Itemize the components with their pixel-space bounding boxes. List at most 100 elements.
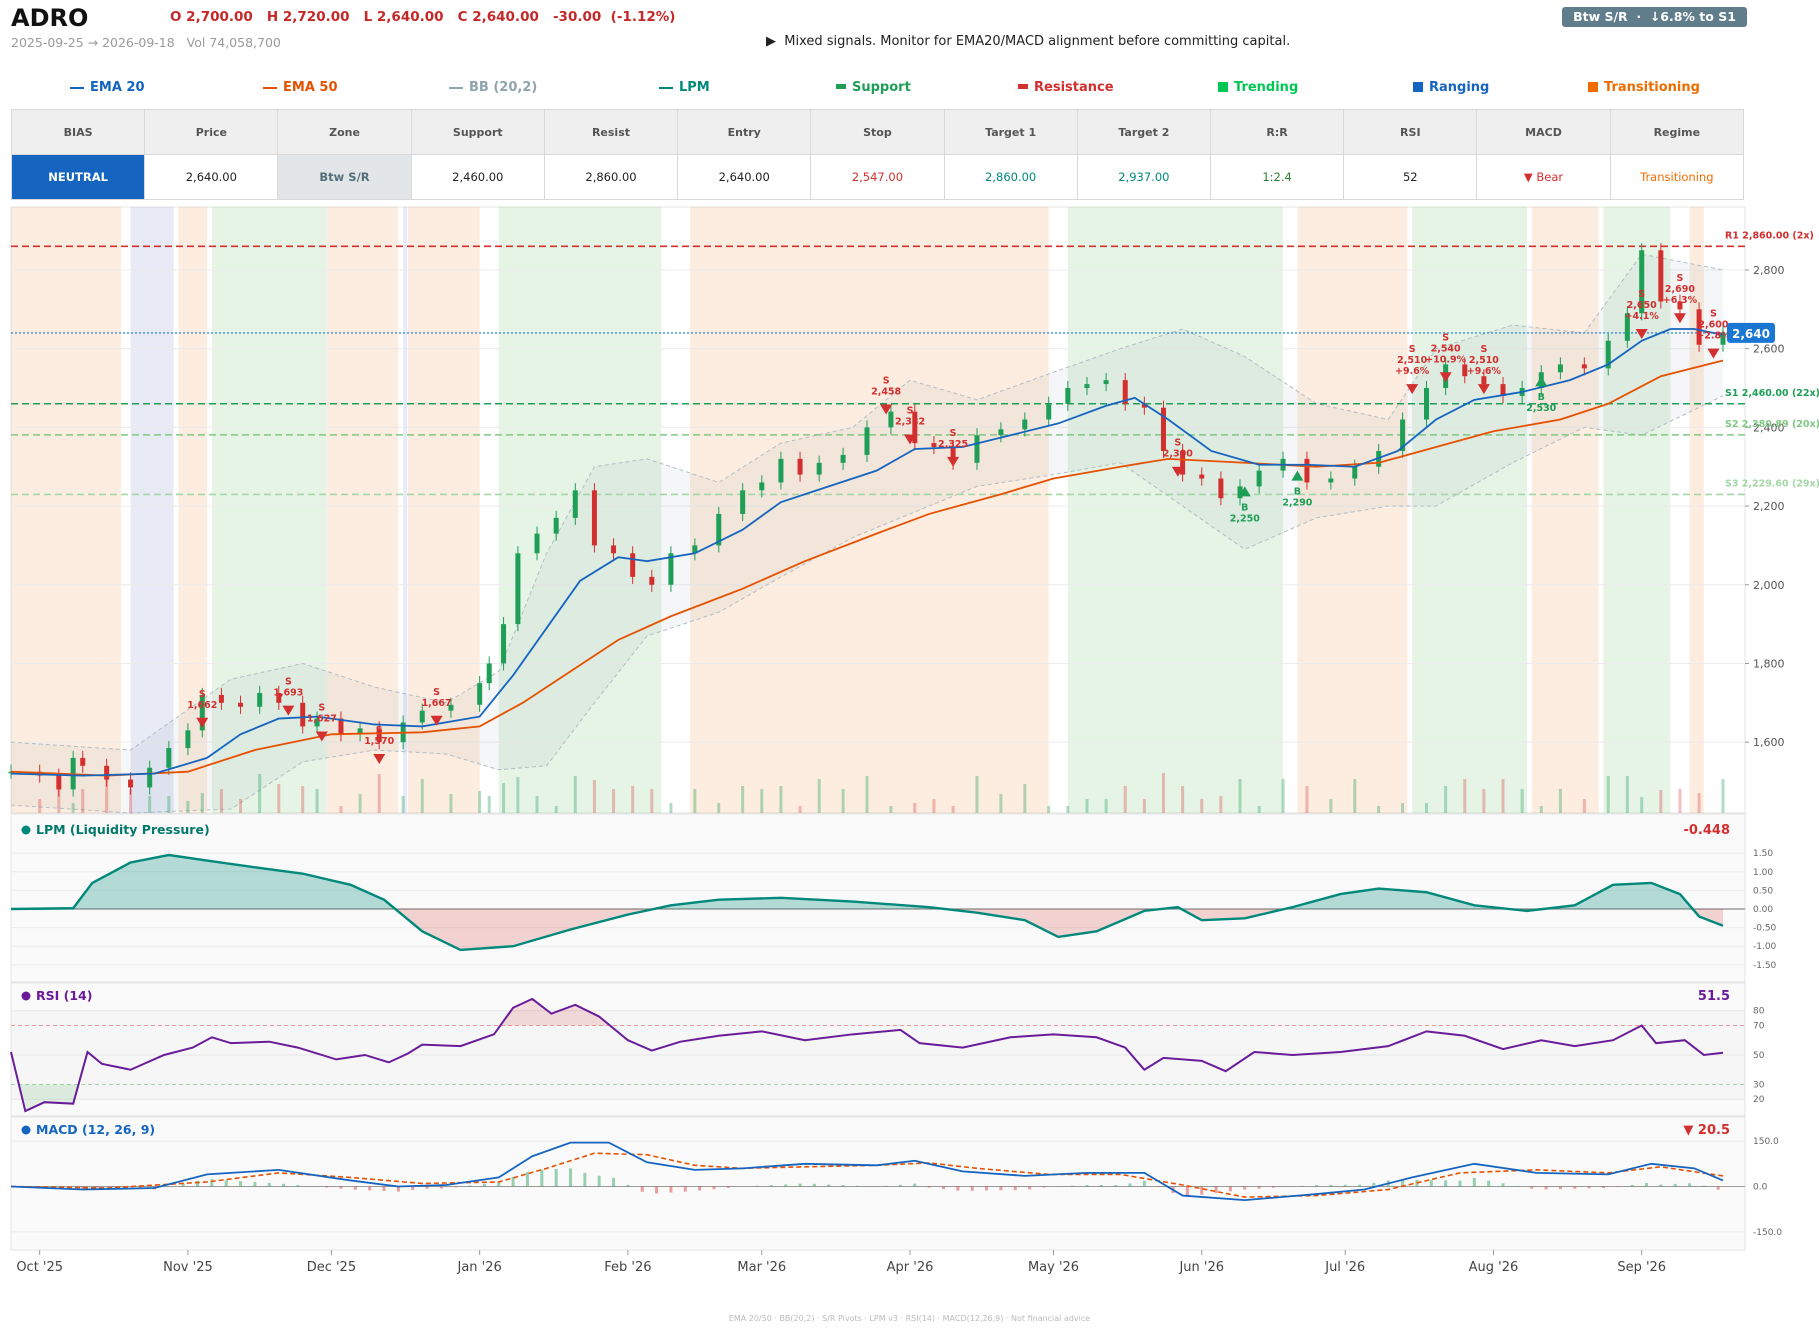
candle-body xyxy=(314,718,320,727)
signal-label: S xyxy=(285,677,292,688)
signal-label: S xyxy=(907,405,914,416)
signal-label: B xyxy=(1538,392,1545,403)
candle-body xyxy=(912,411,918,444)
volume-bar xyxy=(1539,806,1543,813)
volume-bar xyxy=(1482,789,1486,813)
candle-body xyxy=(1103,380,1109,385)
metric-value-stop: 2,547.00 xyxy=(810,154,945,200)
volume-bar xyxy=(865,776,869,813)
lpm-negative-area xyxy=(11,909,1723,950)
candle-body xyxy=(1624,313,1630,341)
signal-label: +6.3% xyxy=(1663,295,1698,306)
volume-bar xyxy=(1142,799,1146,813)
x-tick-label: Nov '25 xyxy=(163,1260,213,1275)
macd-histogram-bar xyxy=(913,1183,917,1187)
signal-label: 1,627 xyxy=(307,714,337,725)
legend-swatch xyxy=(263,86,277,89)
candle-body xyxy=(515,553,521,625)
candle-body xyxy=(950,447,956,463)
signal-label: +4.1% xyxy=(1625,311,1660,322)
candle-body xyxy=(1658,250,1664,302)
macd-line xyxy=(10,1141,1724,1202)
macd-histogram-bar xyxy=(597,1175,601,1187)
volume-bar xyxy=(932,799,936,813)
macd-histogram-bar xyxy=(884,1185,888,1187)
macd-histogram-bar xyxy=(1659,1184,1663,1187)
lpm-tick-label: 1.50 xyxy=(1753,849,1773,859)
legend-item-support: Support xyxy=(836,80,911,95)
macd-histogram-bar xyxy=(1185,1186,1189,1197)
volume-bar xyxy=(717,803,721,813)
volume-bar xyxy=(301,786,305,813)
macd-histogram-bar xyxy=(411,1186,415,1190)
signal-label: S xyxy=(1409,344,1416,355)
macd-histogram-bar xyxy=(784,1184,788,1187)
regime-band-transitioning xyxy=(1689,207,1704,813)
candle-body xyxy=(1500,384,1506,396)
macd-histogram-bar xyxy=(1544,1186,1548,1190)
x-tick-label: Aug '26 xyxy=(1469,1260,1519,1275)
signal-label: 2,300 xyxy=(1163,449,1193,460)
signal-label: S xyxy=(199,689,206,700)
candle-body xyxy=(477,683,483,705)
macd-histogram-bar xyxy=(898,1184,902,1187)
rsi-line xyxy=(10,997,1724,1113)
macd-histogram-bar xyxy=(1688,1183,1692,1187)
macd-histogram-bar xyxy=(210,1179,214,1187)
volume-bar xyxy=(1678,789,1682,813)
macd-histogram-bar xyxy=(1444,1180,1448,1187)
signal-label: 2,650 xyxy=(1627,300,1657,311)
metric-header-resist: Resist xyxy=(543,109,679,155)
x-tick-label: Jan '26 xyxy=(456,1260,501,1275)
signal-label: +9.6% xyxy=(1395,366,1430,377)
volume-bar xyxy=(1329,799,1333,813)
macd-histogram-bar xyxy=(1142,1180,1146,1187)
signal-label: +10.9% xyxy=(1425,354,1466,365)
legend-swatch xyxy=(836,84,846,89)
macd-histogram-bar xyxy=(1458,1180,1462,1187)
candle-body xyxy=(611,545,617,554)
candle-body xyxy=(56,775,62,790)
sell-marker xyxy=(1439,372,1452,383)
volume-bar xyxy=(219,789,223,813)
macd-histogram-bar xyxy=(755,1185,759,1187)
legend-swatch xyxy=(70,86,84,89)
rsi-tick-label: 20 xyxy=(1753,1095,1765,1105)
level-label: S2 2,380.89 (20x) xyxy=(1725,419,1819,430)
metrics-header-row: BIAS Price Zone Support Resist Entry Stop Targe… xyxy=(10,109,1745,155)
metric-value-price: 2,640.00 xyxy=(144,154,279,200)
level-label: R1 2,860.00 (2x) xyxy=(1725,230,1814,241)
metric-value-bias: NEUTRAL xyxy=(10,154,146,200)
signal-label: +2.8% xyxy=(1696,331,1731,342)
legend-label: Resistance xyxy=(1034,80,1114,95)
metric-value-support: 2,460.00 xyxy=(410,154,545,200)
price-tick-label: 1,600 xyxy=(1753,736,1785,749)
signal-label: 2,690 xyxy=(1665,284,1695,295)
x-tick-label: Oct '25 xyxy=(16,1260,63,1275)
volume-bar xyxy=(798,806,802,813)
candle-body xyxy=(448,704,454,711)
regime-band-ranging xyxy=(403,207,408,813)
candle-body xyxy=(501,624,507,664)
macd-histogram-bar xyxy=(1028,1186,1032,1190)
metric-value-zone: Btw S/R xyxy=(277,154,412,200)
macd-histogram-bar xyxy=(1200,1186,1204,1195)
signal-label: +9.6% xyxy=(1467,366,1502,377)
signal-label: 2,510 xyxy=(1397,355,1427,366)
legend-swatch xyxy=(659,86,673,89)
price-tick-label: 2,400 xyxy=(1753,421,1785,434)
volume-bar xyxy=(71,803,75,813)
candle-body xyxy=(740,490,746,514)
volume-bar xyxy=(1721,779,1725,813)
volume-bar xyxy=(148,796,152,813)
x-tick-label: Mar '26 xyxy=(737,1260,786,1275)
macd-histogram-bar xyxy=(798,1183,802,1187)
macd-title-dot xyxy=(21,1125,31,1135)
volume-bar xyxy=(1047,806,1051,813)
candle-body xyxy=(1084,384,1090,389)
signal-message: ▶ Mixed signals. Monitor for EMA20/MACD … xyxy=(766,34,1291,49)
candle-body xyxy=(888,411,894,428)
macd-histogram-bar xyxy=(1228,1186,1232,1192)
signal-label: S xyxy=(1174,438,1181,449)
macd-histogram-bar xyxy=(224,1180,228,1187)
